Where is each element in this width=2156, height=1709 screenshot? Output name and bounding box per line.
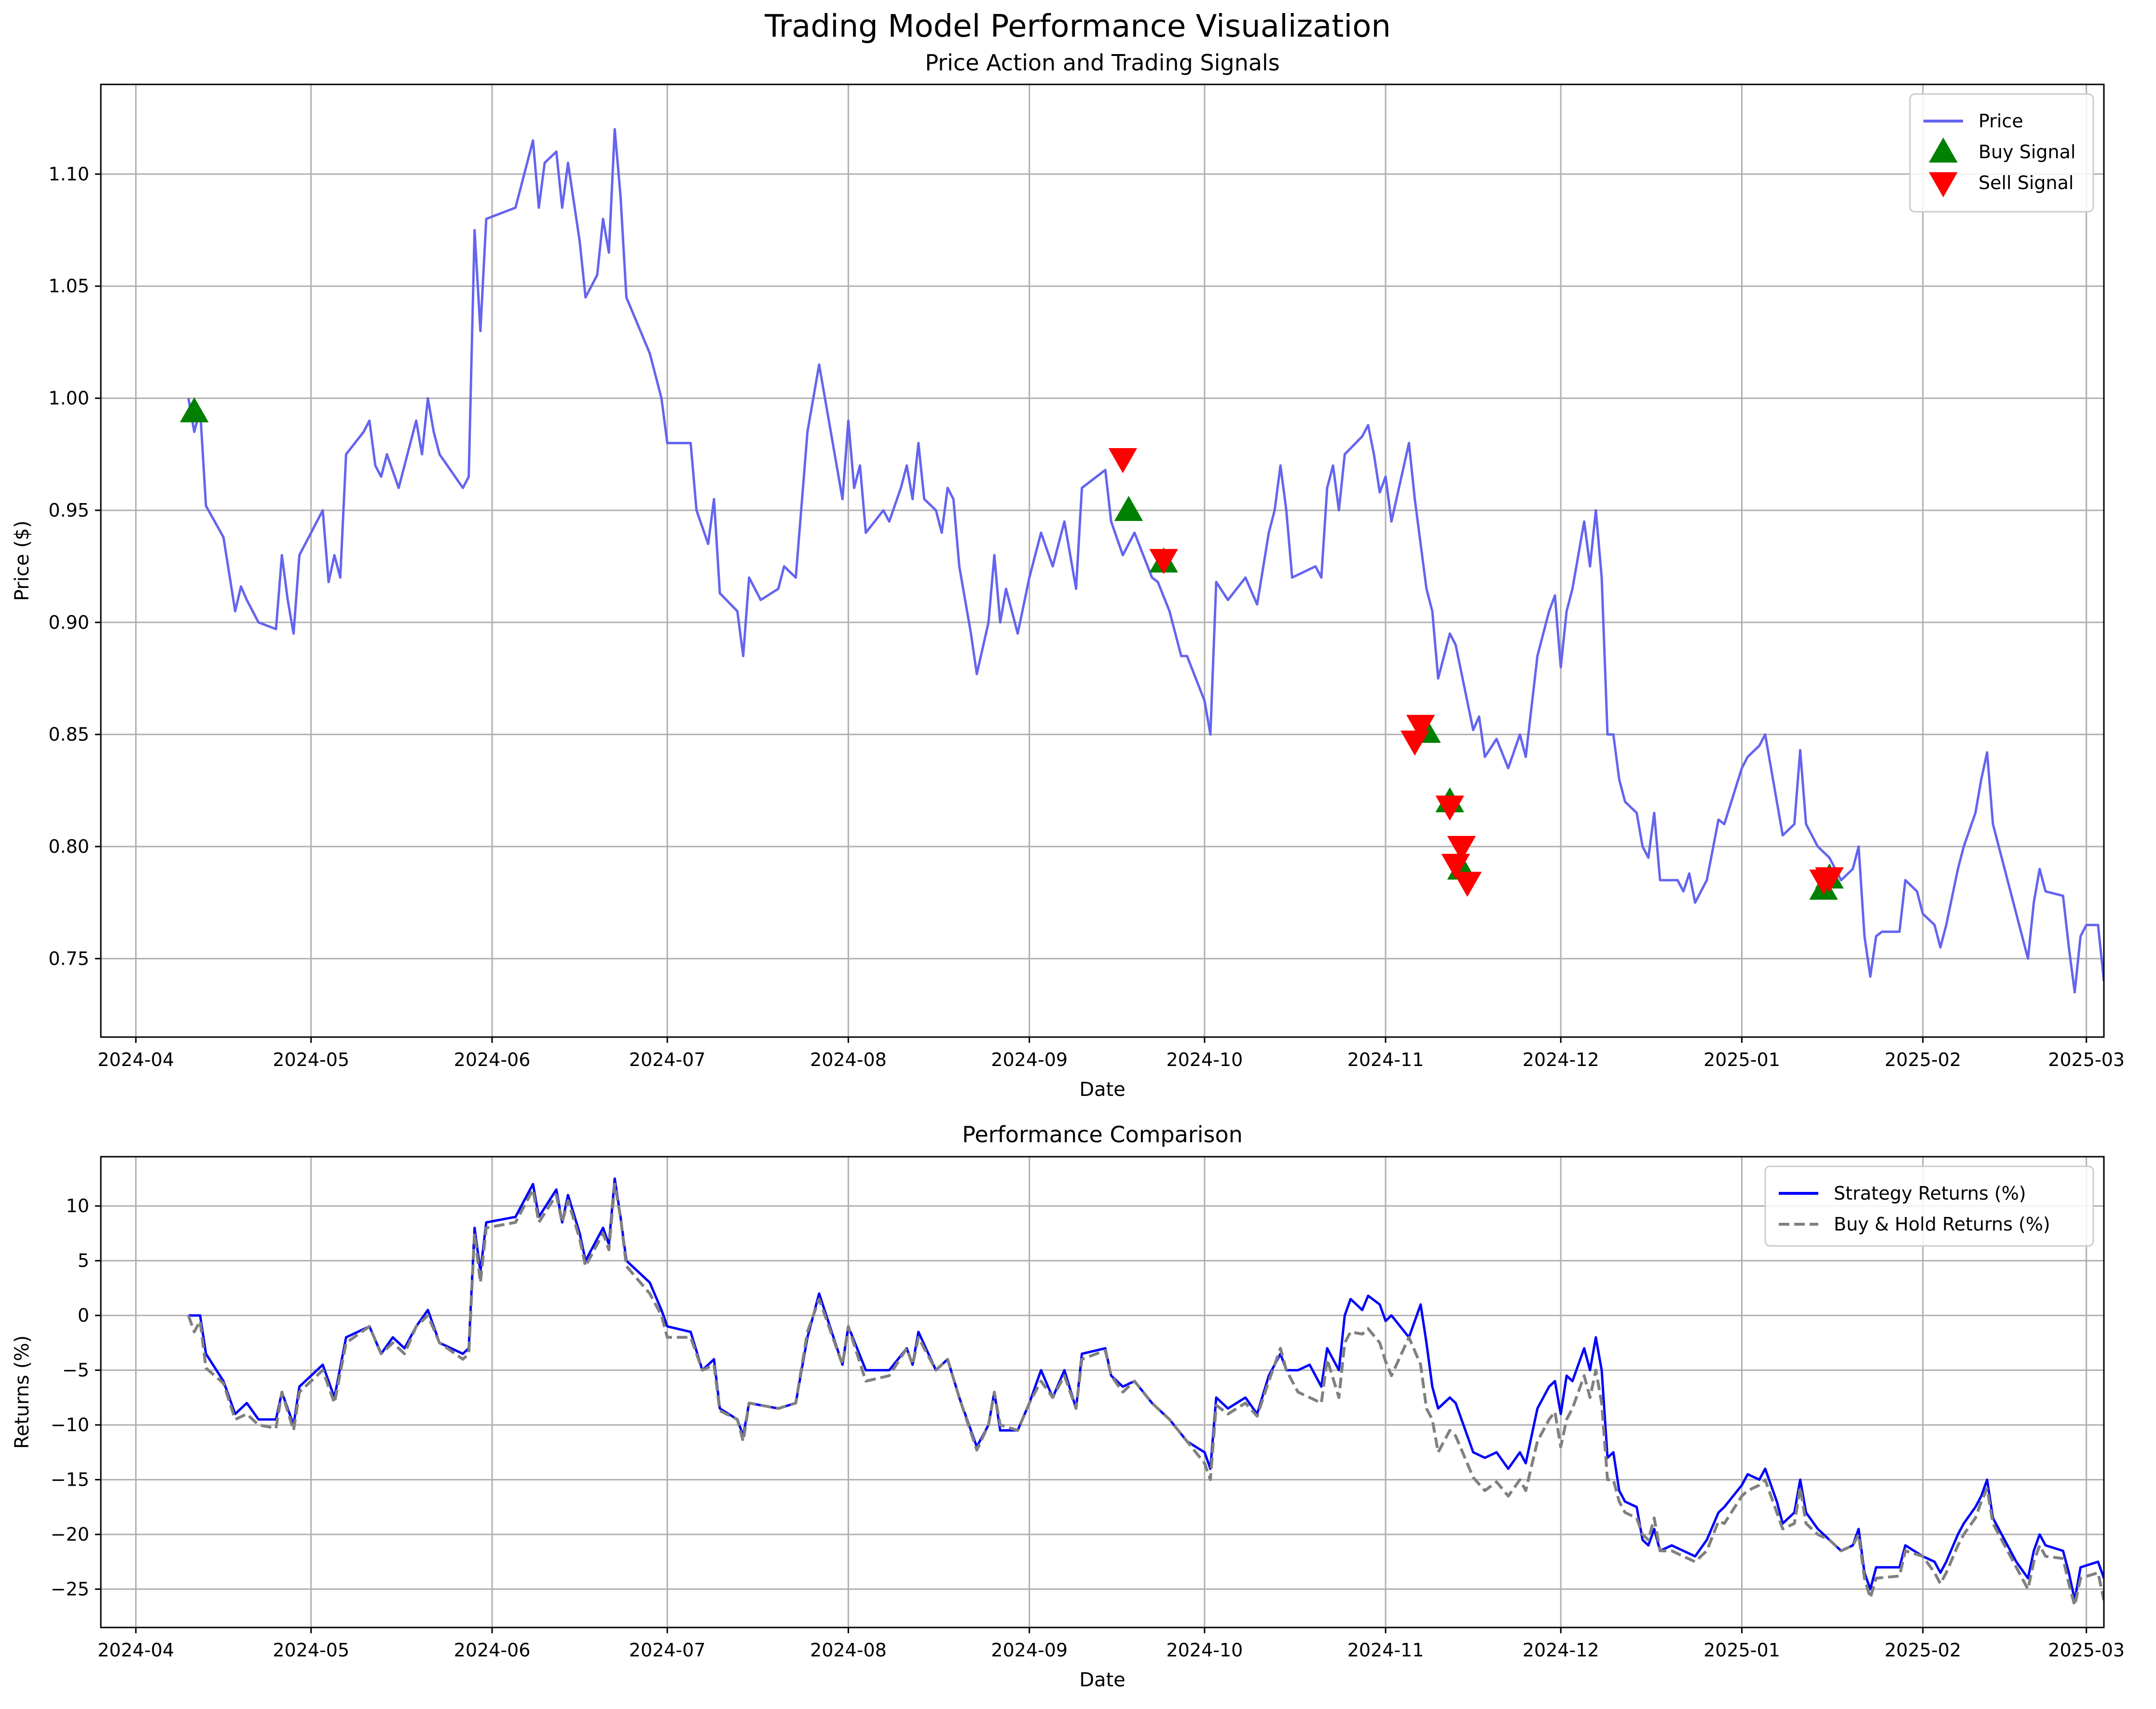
sell-signal-marker bbox=[1108, 448, 1138, 474]
x-tick-label: 2024-08 bbox=[810, 1049, 887, 1070]
x-tick-label: 2024-06 bbox=[454, 1640, 531, 1661]
y-axis-label: Returns (%) bbox=[11, 1335, 33, 1449]
buy-signal-marker bbox=[1114, 495, 1143, 521]
sell-signal-marker bbox=[1435, 795, 1464, 821]
series-line-price bbox=[187, 128, 2104, 994]
legend-box bbox=[1909, 93, 2094, 213]
legend-sell-marker bbox=[1929, 172, 1958, 198]
sell-signal-marker bbox=[1406, 715, 1435, 740]
y-tick-label: 0.95 bbox=[48, 500, 89, 521]
sell-signal-marker bbox=[1149, 549, 1178, 574]
figure-title: Trading Model Performance Visualization bbox=[764, 9, 1391, 44]
plot-area bbox=[179, 128, 2104, 994]
legend-label: Buy Signal bbox=[1978, 141, 2075, 163]
x-tick-label: 2024-09 bbox=[991, 1049, 1068, 1070]
x-tick-label: 2024-09 bbox=[991, 1640, 1068, 1661]
x-tick-label: 2024-08 bbox=[810, 1640, 887, 1661]
axes-frame bbox=[100, 1156, 2105, 1628]
chart-title: Performance Comparison bbox=[962, 1121, 1243, 1148]
x-tick-label: 2024-11 bbox=[1347, 1049, 1424, 1070]
y-tick-label: 10 bbox=[66, 1195, 89, 1217]
x-tick-label: 2024-04 bbox=[97, 1049, 174, 1070]
x-tick-label: 2025-01 bbox=[1703, 1640, 1780, 1661]
y-tick-label: −20 bbox=[51, 1524, 89, 1545]
price-chart: 2024-04 2024-05 2024-06 2024-07 2024-08 2024-… bbox=[11, 50, 2125, 1101]
legend-label: Price bbox=[1978, 110, 2023, 132]
y-tick-label: −15 bbox=[51, 1469, 89, 1490]
legend-label: Buy & Hold Returns (%) bbox=[1834, 1214, 2050, 1235]
plot-area bbox=[187, 1177, 2104, 1607]
returns-chart: 2024-04 2024-05 2024-06 2024-07 2024-08 2024-… bbox=[11, 1121, 2125, 1691]
x-tick-label: 2024-10 bbox=[1166, 1640, 1243, 1661]
x-tick-label: 2024-07 bbox=[629, 1640, 706, 1661]
y-tick-label: −25 bbox=[51, 1579, 89, 1600]
sell-signal-marker bbox=[1447, 836, 1476, 861]
y-tick-label: 0 bbox=[78, 1305, 89, 1326]
x-tick-label: 2025-03 bbox=[2048, 1049, 2125, 1070]
buy-signal-marker bbox=[179, 397, 209, 423]
x-tick-label: 2024-05 bbox=[273, 1640, 349, 1661]
series-line-buy-hold-returns bbox=[187, 1182, 2104, 1607]
sell-signal-marker bbox=[1453, 872, 1482, 897]
y-tick-label: −10 bbox=[51, 1414, 89, 1436]
y-tick-label: 0.85 bbox=[48, 724, 89, 745]
y-tick-label: 1.00 bbox=[48, 388, 89, 409]
x-tick-label: 2024-06 bbox=[454, 1049, 531, 1070]
x-tick-label: 2025-02 bbox=[1884, 1640, 1961, 1661]
x-tick-label: 2024-12 bbox=[1523, 1049, 1599, 1070]
y-tick-label: 1.10 bbox=[48, 164, 89, 185]
legend: Strategy Returns (%) Buy & Hold Returns (… bbox=[1764, 1165, 2094, 1247]
sell-signal-marker bbox=[1441, 854, 1470, 879]
sell-signal-marker bbox=[1815, 867, 1844, 893]
y-tick-label: 0.80 bbox=[48, 836, 89, 857]
x-tick-label: 2025-02 bbox=[1884, 1049, 1961, 1070]
axes-frame bbox=[100, 83, 2105, 1038]
x-tick-label: 2024-11 bbox=[1347, 1640, 1424, 1661]
y-axis-label: Price ($) bbox=[11, 520, 33, 601]
chart-title: Price Action and Trading Signals bbox=[925, 50, 1279, 76]
y-tick-label: 1.05 bbox=[48, 275, 89, 297]
x-tick-label: 2024-05 bbox=[273, 1049, 349, 1070]
x-tick-label: 2024-12 bbox=[1523, 1640, 1599, 1661]
x-tick-label: 2024-07 bbox=[629, 1049, 706, 1070]
x-axis-label: Date bbox=[1079, 1079, 1126, 1101]
x-tick-label: 2025-01 bbox=[1703, 1049, 1780, 1070]
y-tick-label: 5 bbox=[78, 1250, 89, 1271]
x-tick-label: 2024-10 bbox=[1166, 1049, 1243, 1070]
y-tick-label: −5 bbox=[62, 1360, 89, 1381]
y-tick-label: 0.75 bbox=[48, 948, 89, 969]
x-tick-label: 2024-04 bbox=[97, 1640, 174, 1661]
x-tick-label: 2025-03 bbox=[2048, 1640, 2125, 1661]
y-tick-label: 0.90 bbox=[48, 612, 89, 633]
legend-label: Sell Signal bbox=[1978, 172, 2074, 193]
legend-box bbox=[1764, 1165, 2094, 1247]
legend-label: Strategy Returns (%) bbox=[1834, 1183, 2026, 1204]
legend: Price Buy Signal Sell Signal bbox=[1909, 93, 2094, 213]
legend-buy-marker bbox=[1929, 137, 1958, 163]
x-axis-label: Date bbox=[1079, 1669, 1126, 1691]
